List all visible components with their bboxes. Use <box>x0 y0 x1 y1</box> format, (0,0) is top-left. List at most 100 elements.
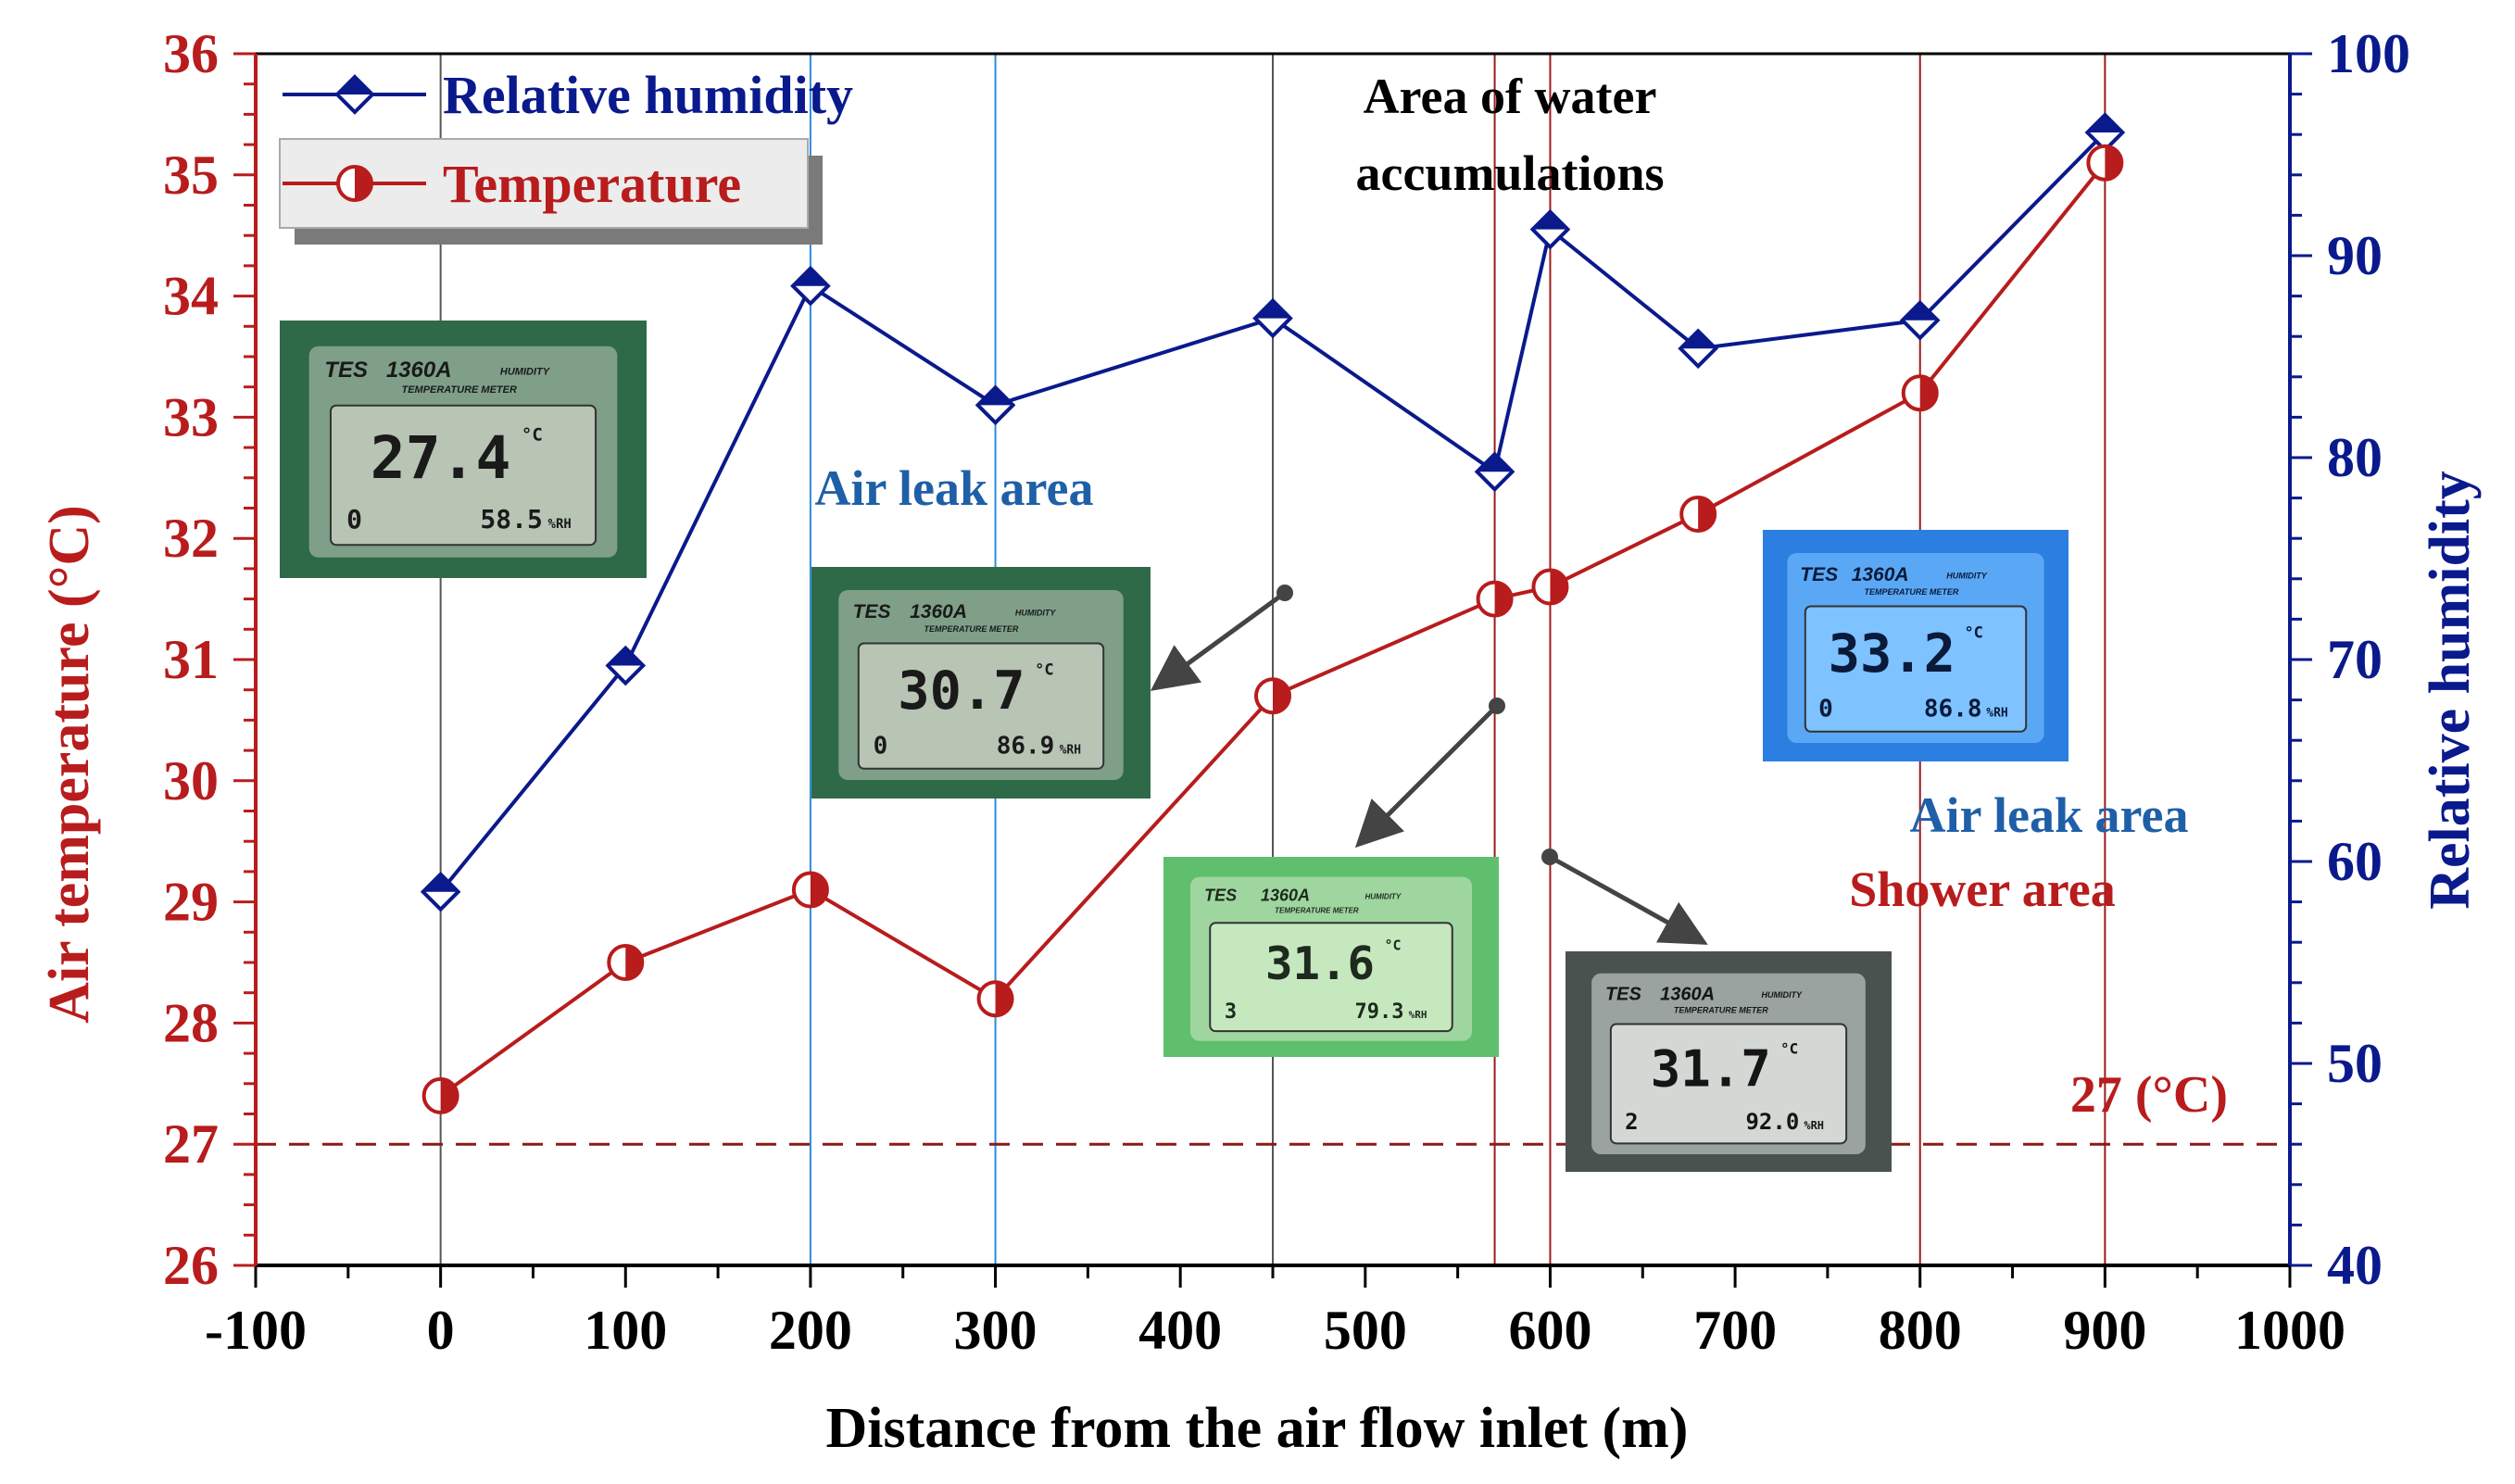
series-1-point-2-fill <box>810 873 827 907</box>
series-0-point-7-fill <box>1680 331 1716 349</box>
y-left-tick-label-6: 32 <box>163 508 219 569</box>
annotation-air-leak-2: Air leak area <box>1910 787 2189 843</box>
y-left-tick-label-4: 30 <box>163 750 219 811</box>
meter-brand: TES <box>853 601 891 623</box>
meter-lcd-screen <box>329 404 597 547</box>
series-1-point-6-fill <box>1550 570 1567 604</box>
meter-mode-digit: 2 <box>1625 1109 1638 1135</box>
meter-model: 1360A <box>910 601 967 623</box>
meter-lcd-screen <box>857 642 1105 770</box>
meter-brand: TES <box>1605 984 1642 1004</box>
annotation-shower-area: Shower area <box>1849 861 2115 917</box>
series-1 <box>421 144 2124 1114</box>
y-left-tick-label-9: 35 <box>163 145 219 206</box>
meter-unit-celsius: °C <box>1780 1040 1798 1058</box>
meter-brand: TES <box>1204 887 1237 905</box>
meter-temperature-reading: 33.2 <box>1829 623 1955 685</box>
meter-caption-2: TEMPERATURE METER <box>1674 1006 1768 1015</box>
x-tick-label-8: 700 <box>1693 1300 1777 1361</box>
meter-photo-0: TES 1360A HUMIDITY TEMPERATURE METER 27.4 °C 0… <box>280 321 647 578</box>
meter-temperature-reading: 31.7 <box>1651 1040 1771 1099</box>
meter-model: 1360A <box>386 358 452 383</box>
meter-lcd-screen <box>1804 605 2028 733</box>
meter-caption-2: TEMPERATURE METER <box>1865 587 1959 597</box>
meter-model: 1360A <box>1852 564 1909 585</box>
x-tick-label-9: 800 <box>1879 1300 1962 1361</box>
series-0-point-8-fill <box>1902 302 1938 321</box>
series-1-point-8-fill <box>1919 376 1937 410</box>
series-1-point-9-fill <box>2105 145 2122 180</box>
meter-temperature-reading: 31.6 <box>1265 937 1375 990</box>
series-0-point-3-fill <box>977 387 1013 406</box>
meter-unit-celsius: °C <box>1964 623 1982 642</box>
x-tick-label-10: 900 <box>2063 1300 2146 1361</box>
meter-unit-rh: %RH <box>1409 1009 1427 1021</box>
meter-rh-reading: 86.8 <box>1924 696 1982 723</box>
annotation-water-area-line1: Area of water <box>1364 69 1657 124</box>
x-axis: -100 0 100 200 300 400 500 600 700 800 900 1000 <box>205 1265 2345 1361</box>
meter-photo-2: TES 1360A HUMIDITY TEMPERATURE METER 31.6 °C 3… <box>1163 857 1499 1057</box>
x-tick-label-0: -100 <box>205 1300 307 1361</box>
annotation-air-leak-1: Air leak area <box>815 460 1094 516</box>
annotation-arrow-2 <box>1548 854 1708 945</box>
meter-caption-2: TEMPERATURE METER <box>924 624 1019 634</box>
y-left-tick-label-10: 36 <box>163 23 219 84</box>
x-tick-label-1: 0 <box>427 1300 455 1361</box>
meter-mode-digit: 3 <box>1225 1000 1237 1024</box>
meter-temperature-reading: 27.4 <box>371 424 511 492</box>
meter-rh-reading: 86.9 <box>997 733 1055 761</box>
y-left-tick-label-7: 33 <box>163 386 219 447</box>
y-axis-right: 40 50 60 70 80 90 100 <box>2290 23 2410 1296</box>
series-0-point-2-fill <box>792 268 828 286</box>
y-right-tick-label-6: 100 <box>2327 23 2410 84</box>
meter-caption-1: HUMIDITY <box>1364 892 1401 900</box>
meter-mode-digit: 0 <box>874 733 888 761</box>
meter-unit-celsius: °C <box>1035 660 1053 679</box>
legend-label-0: Relative humidity <box>443 65 853 125</box>
meter-unit-rh: %RH <box>1986 707 2007 721</box>
y-left-tick-label-8: 34 <box>163 266 219 327</box>
meter-photo-4: TES 1360A HUMIDITY TEMPERATURE METER 33.2 °C 0… <box>1763 530 2069 761</box>
series-1-point-1-fill <box>625 946 643 979</box>
meter-caption-1: HUMIDITY <box>1946 572 1987 581</box>
data-series <box>420 112 2126 1114</box>
meter-unit-rh: %RH <box>548 517 572 532</box>
y-left-tick-label-5: 31 <box>163 629 219 690</box>
y-axis-right-title: Relative humidity <box>2419 471 2482 910</box>
meter-photo-3: TES 1360A HUMIDITY TEMPERATURE METER 31.7 °C 2… <box>1566 951 1892 1172</box>
meter-rh-reading: 58.5 <box>480 504 542 534</box>
series-1-point-7-fill <box>1698 497 1716 532</box>
meter-brand: TES <box>1800 564 1838 585</box>
x-tick-label-7: 600 <box>1508 1300 1591 1361</box>
annotation-arrow-1 <box>1354 704 1499 849</box>
meter-model: 1360A <box>1660 984 1715 1004</box>
annotation-arrow-0 <box>1150 590 1287 691</box>
x-axis-title: Distance from the air flow inlet (m) <box>826 1397 1689 1460</box>
meter-caption-1: HUMIDITY <box>1761 990 1802 1000</box>
meter-unit-celsius: °C <box>522 424 543 445</box>
x-tick-label-2: 100 <box>584 1300 667 1361</box>
y-left-tick-label-3: 29 <box>163 872 219 933</box>
y-left-tick-label-2: 28 <box>163 992 219 1053</box>
series-1-point-0-fill <box>440 1078 458 1113</box>
y-right-tick-label-5: 90 <box>2327 225 2383 286</box>
meter-caption-1: HUMIDITY <box>500 366 551 377</box>
y-right-tick-label-2: 60 <box>2327 831 2383 892</box>
meter-photo-1: TES 1360A HUMIDITY TEMPERATURE METER 30.7 °C 0… <box>811 567 1151 799</box>
meter-lcd-screen <box>1209 922 1453 1033</box>
meter-temperature-reading: 30.7 <box>898 660 1025 722</box>
annotation-arrows <box>1150 585 1708 945</box>
series-0-point-6-fill <box>1532 211 1568 230</box>
series-0-point-4-fill <box>1255 300 1290 319</box>
reference-line-label: 27 (°C) <box>2070 1066 2228 1124</box>
meter-photos: TES 1360A HUMIDITY TEMPERATURE METER 27.4 °C 0… <box>280 321 2069 1172</box>
series-1-point-5-fill <box>1494 582 1512 616</box>
series-0-point-0-fill <box>422 874 459 892</box>
annotation-water-area-line2: accumulations <box>1355 145 1664 201</box>
series-1-point-3-fill <box>995 982 1012 1016</box>
meter-mode-digit: 0 <box>346 504 362 534</box>
meter-unit-rh: %RH <box>1804 1119 1824 1132</box>
meter-mode-digit: 0 <box>1818 696 1833 723</box>
series-line-0 <box>439 131 2106 893</box>
series-0-point-9-fill <box>2087 115 2123 133</box>
